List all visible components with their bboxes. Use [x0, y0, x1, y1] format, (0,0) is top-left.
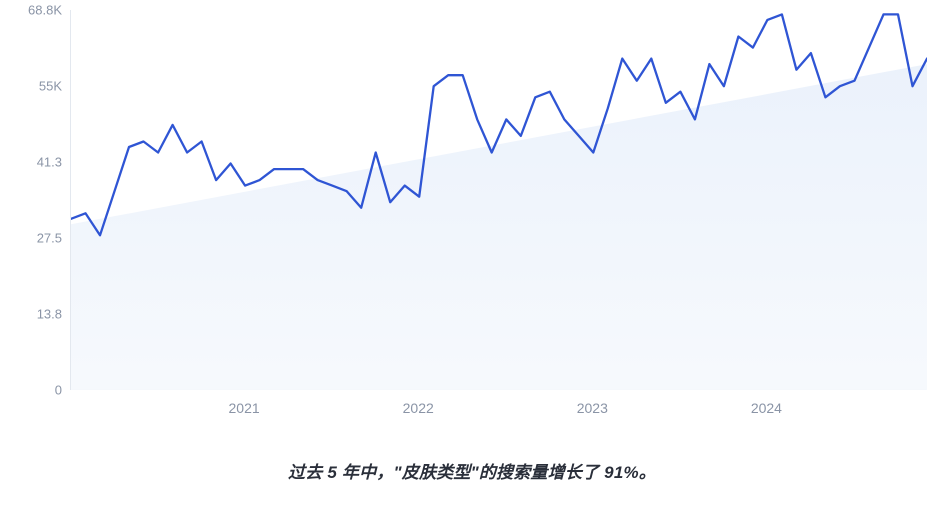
trend-area	[71, 64, 927, 390]
chart-caption: 过去 5 年中，"皮肤类型"的搜索量增长了 91%。	[0, 430, 944, 483]
x-tick: 2024	[751, 400, 782, 416]
y-tick: 55K	[12, 79, 62, 94]
x-axis: 2021 2022 2023 2024	[70, 392, 926, 422]
y-tick: 0	[12, 383, 62, 398]
x-tick: 2021	[229, 400, 260, 416]
chart-container: 0 13.8 27.5 41.3 55K 68.8K 2021 2022 2023 2024	[0, 0, 944, 430]
y-axis: 013.827.541.355K68.8K	[12, 10, 62, 390]
x-tick: 2023	[577, 400, 608, 416]
y-tick: 41.3	[12, 154, 62, 169]
y-tick: 68.8K	[12, 3, 62, 18]
y-tick: 13.8	[12, 306, 62, 321]
chart-svg	[71, 10, 927, 390]
x-tick: 2022	[403, 400, 434, 416]
plot-area	[70, 10, 926, 390]
y-tick: 27.5	[12, 231, 62, 246]
